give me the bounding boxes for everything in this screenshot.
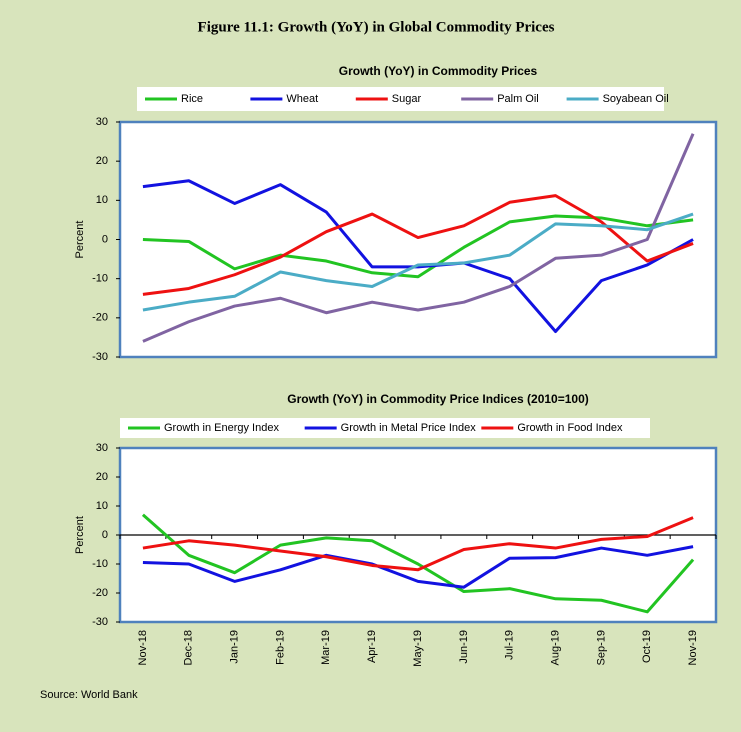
x-tick-label: Feb-19 xyxy=(274,630,286,665)
x-tick-label: May-19 xyxy=(412,630,424,667)
legend-label: Sugar xyxy=(392,93,422,105)
y-tick-label: -10 xyxy=(92,273,108,285)
x-tick-label: Apr-19 xyxy=(366,630,378,663)
x-tick-label: Jan-19 xyxy=(229,630,241,664)
legend-label: Soyabean Oil xyxy=(603,93,669,105)
chart-title: Growth (YoY) in Commodity Prices xyxy=(339,64,538,78)
legend-label: Growth in Food Index xyxy=(517,422,623,434)
x-tick-label: Nov-19 xyxy=(687,630,699,665)
x-tick-label: Jul-19 xyxy=(504,630,516,660)
legend-label: Growth in Energy Index xyxy=(164,422,279,434)
x-tick-label: Dec-18 xyxy=(183,630,195,665)
series-line xyxy=(142,214,694,279)
y-tick-label: 30 xyxy=(96,116,108,128)
series-line xyxy=(142,133,695,343)
x-tick-label: Oct-19 xyxy=(641,630,653,663)
x-tick-label: Nov-18 xyxy=(137,630,149,665)
source: Source: World Bank xyxy=(40,689,138,701)
y-axis-label: Percent xyxy=(74,516,86,554)
series-line xyxy=(141,513,695,614)
plot-area xyxy=(118,120,718,359)
y-tick-label: 30 xyxy=(96,442,108,454)
figure-title: Figure 11.1: Growth (YoY) in Global Comm… xyxy=(198,19,555,35)
legend-label: Rice xyxy=(181,93,203,105)
y-tick-label: 0 xyxy=(102,233,108,245)
series-line xyxy=(142,212,694,312)
series-line xyxy=(142,516,694,572)
y-tick-label: 0 xyxy=(102,529,108,541)
series-line xyxy=(142,194,694,296)
y-tick-label: 10 xyxy=(96,194,108,206)
x-tick-label: Sep-19 xyxy=(595,630,607,665)
series-line xyxy=(142,179,694,334)
y-tick-label: -20 xyxy=(92,587,108,599)
y-tick-label: -30 xyxy=(92,351,108,363)
y-tick-label: 20 xyxy=(96,155,108,167)
y-tick-label: 20 xyxy=(96,471,108,483)
chart-title: Growth (YoY) in Commodity Price Indices … xyxy=(287,392,589,406)
x-tick-label: Jun-19 xyxy=(458,630,470,664)
series-line xyxy=(142,545,694,589)
legend-label: Wheat xyxy=(286,93,318,105)
y-axis-label: Percent xyxy=(74,221,86,259)
legend-label: Growth in Metal Price Index xyxy=(341,422,477,434)
y-tick-label: -30 xyxy=(92,616,108,628)
x-tick-label: Aug-19 xyxy=(549,630,561,665)
y-tick-label: -20 xyxy=(92,312,108,324)
legend xyxy=(120,418,650,438)
y-tick-label: -10 xyxy=(92,558,108,570)
y-tick-label: 10 xyxy=(96,500,108,512)
legend-label: Palm Oil xyxy=(497,93,539,105)
x-tick-label: Mar-19 xyxy=(320,630,332,665)
